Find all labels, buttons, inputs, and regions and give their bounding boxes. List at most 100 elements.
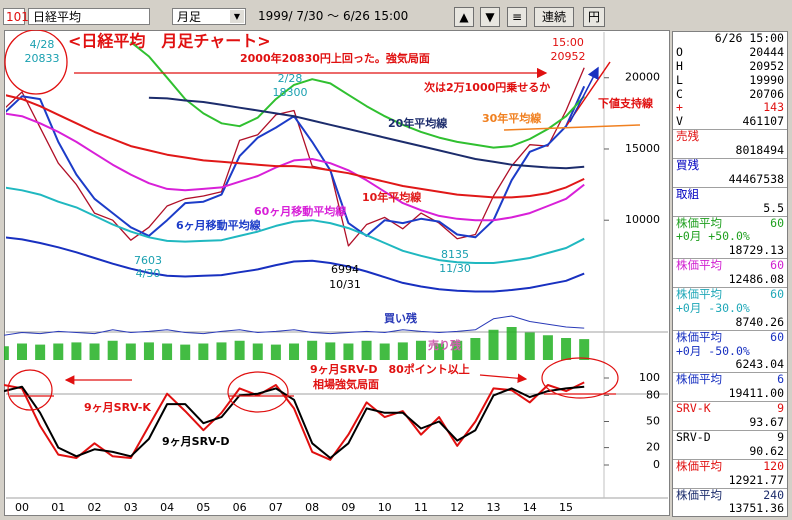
bar xyxy=(53,343,64,360)
bar xyxy=(143,342,154,360)
panel-row: 44467538 xyxy=(673,173,787,187)
bar xyxy=(452,340,463,360)
yen-button[interactable]: 円 xyxy=(583,7,605,27)
panel-row: 19411.00 xyxy=(673,387,787,401)
x-tick-label: 09 xyxy=(341,501,355,514)
annotation: 4/30 xyxy=(136,267,161,280)
x-tick-label: 05 xyxy=(196,501,210,514)
price-plot xyxy=(6,41,586,293)
panel-row: 18729.13 xyxy=(673,244,787,258)
item-value: 18729.13 xyxy=(728,244,784,258)
dropdown-arrow[interactable]: ▼ xyxy=(230,10,244,23)
annotation: 20833 xyxy=(25,52,60,65)
panel-row: V 461107 xyxy=(673,115,787,129)
x-tick-label: 04 xyxy=(160,501,174,514)
panel-row: +0月 -30.0% xyxy=(673,302,787,316)
x-tick-label: 14 xyxy=(523,501,537,514)
bar xyxy=(325,342,336,360)
arrow xyxy=(479,373,528,384)
bar xyxy=(4,346,9,360)
x-tick-label: 03 xyxy=(124,501,138,514)
bar xyxy=(524,332,535,360)
code-box[interactable]: 101 xyxy=(3,8,29,25)
series-line xyxy=(4,385,585,459)
series-line xyxy=(6,112,585,222)
panel-row: 8740.26 xyxy=(673,316,787,330)
item-label: 株価平均 xyxy=(676,372,722,387)
ohlc-value: 20444 xyxy=(749,45,784,59)
item-label: 株価平均 xyxy=(676,258,722,273)
panel-row: 90.62 xyxy=(673,445,787,459)
item-label: 株価平均 xyxy=(676,215,722,230)
item-label: SRV-K xyxy=(676,401,711,416)
bar xyxy=(397,342,408,360)
bar xyxy=(107,340,118,360)
y-tick-label: 20 xyxy=(646,441,660,454)
x-tick-label: 13 xyxy=(487,501,501,514)
item-param: 60 xyxy=(770,329,784,344)
name-box[interactable]: 日経平均 xyxy=(28,8,150,25)
bar xyxy=(125,343,136,360)
item-value: 5.5 xyxy=(763,201,784,215)
panel-row: 株価平均 120 xyxy=(673,458,787,474)
range-text: 1999/ 7/30 ～ 6/26 15:00 xyxy=(258,9,409,23)
period-select[interactable]: 月足 ▼ xyxy=(172,8,246,25)
bar xyxy=(542,335,553,360)
x-tick-label: 06 xyxy=(233,501,247,514)
panel-row: L 19990 xyxy=(673,74,787,88)
item-value: 44467538 xyxy=(728,172,784,186)
item-value: 8018494 xyxy=(735,144,784,158)
item-value: 8740.26 xyxy=(735,315,784,329)
series-line xyxy=(4,381,585,461)
bar xyxy=(89,343,100,360)
item-label: 株価平均 xyxy=(676,487,722,502)
series-line xyxy=(6,94,585,199)
x-tick-label: 11 xyxy=(414,501,428,514)
panel-row: SRV-D 9 xyxy=(673,429,787,445)
series-label: 9ヶ月SRV-D xyxy=(162,435,229,448)
series-label: 9ヶ月SRV-K xyxy=(84,401,151,414)
bar xyxy=(198,343,209,360)
menu-button[interactable]: ≡ xyxy=(507,7,527,27)
series-line xyxy=(6,67,585,247)
series-line xyxy=(6,186,585,264)
bar xyxy=(415,340,426,360)
bar xyxy=(17,343,27,360)
annotation: 6994 xyxy=(331,263,359,276)
down-button[interactable]: ▼ xyxy=(480,7,500,27)
item-label: 株価平均 xyxy=(676,458,722,473)
volume-plot xyxy=(4,315,590,360)
annotation: 15:00 xyxy=(552,36,584,49)
item-label: SRV-D xyxy=(676,429,711,444)
annotation: 2000年20830円上回った。強気局面 xyxy=(240,51,430,65)
up-button[interactable]: ▲ xyxy=(454,7,474,27)
panel-row: 12486.08 xyxy=(673,273,787,287)
bar xyxy=(162,343,173,360)
bar xyxy=(434,343,445,360)
continuous-button[interactable]: 連続 xyxy=(534,7,574,27)
series-line xyxy=(6,236,585,293)
bar xyxy=(579,339,590,360)
panel-row: 株価平均 60 xyxy=(673,258,787,273)
item-value: 19411.00 xyxy=(728,387,784,401)
panel-row: 売残 xyxy=(673,129,787,144)
panel-row: 13751.36 xyxy=(673,502,787,516)
annotation: 9ヶ月SRV-D 80ポイント以上 xyxy=(310,362,470,376)
panel-row: 株価平均 240 xyxy=(673,487,787,503)
chart-title: <日経平均 月足チャート> xyxy=(68,32,271,51)
series-label: 6ヶ月移動平均線 xyxy=(176,218,262,232)
bar xyxy=(343,343,354,360)
highlight-ellipse xyxy=(541,357,619,399)
bar xyxy=(361,340,372,360)
annotation: 10/31 xyxy=(329,278,361,291)
highlight-ellipse xyxy=(4,30,68,95)
y-tick-label: 80 xyxy=(646,388,660,401)
panel-date: 6/26 15:00 xyxy=(714,32,784,45)
panel-row: +143 xyxy=(673,101,787,115)
item-sub: +0月 -30.0% xyxy=(676,301,750,315)
bar xyxy=(289,343,300,360)
series-line xyxy=(4,315,585,336)
